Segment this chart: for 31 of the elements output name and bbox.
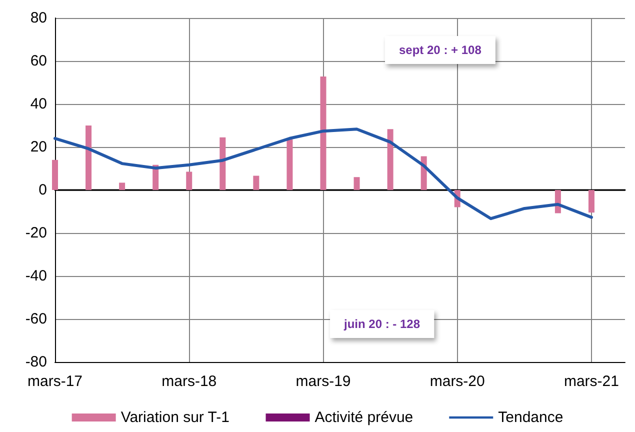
x-tick-label: mars-20 [430,373,485,390]
annotation: sept 20 : + 108 [399,43,482,57]
bar [286,139,293,190]
y-tick-label: -60 [25,310,47,328]
bar [354,177,360,190]
y-tick-label: 80 [30,10,47,26]
x-tick-label: mars-17 [27,373,83,390]
annotation: juin 20 : - 128 [343,317,420,331]
y-tick-label: -20 [25,224,47,242]
x-tick-label: mars-18 [162,373,217,390]
bar [253,176,260,190]
bar [387,129,394,190]
y-tick-label: 40 [30,96,47,112]
bar [220,137,226,190]
legend-label: Variation sur T-1 [120,409,230,426]
line-series [54,128,593,220]
x-tick-label: mars-21 [564,373,619,390]
legend-label: Tendance [498,409,564,426]
bar [588,190,594,213]
y-tick-label: -80 [25,354,47,370]
bar [52,160,58,190]
legend-label: Activité prévue [314,409,414,426]
bar [186,172,192,190]
y-tick-label: 0 [38,182,47,198]
y-tick-label: 60 [30,52,47,70]
y-tick-label: -40 [25,268,47,284]
bar [119,182,126,190]
bar [86,126,92,190]
y-tick-label: 20 [30,138,47,156]
bar [320,76,326,190]
x-tick-label: mars-19 [296,373,351,390]
